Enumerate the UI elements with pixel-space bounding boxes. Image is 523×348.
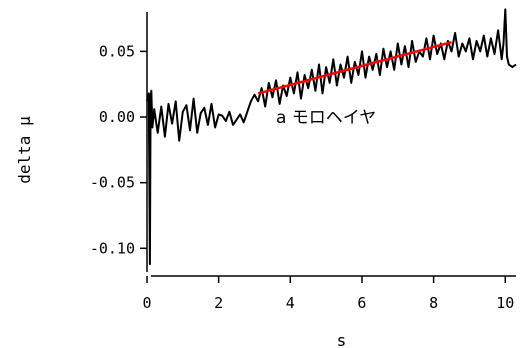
annotation-label: a モロヘイヤ	[276, 108, 376, 128]
y-tick-label: -0.05	[90, 174, 135, 192]
axes	[140, 12, 516, 283]
y-tick-label: 0.05	[99, 42, 135, 60]
series-line-fit	[257, 40, 452, 95]
series-layer	[146, 8, 517, 266]
y-tick-label: 0.00	[99, 108, 135, 126]
x-tick-label: 8	[429, 294, 438, 312]
y-tick-label: -0.10	[90, 239, 135, 257]
labels: -0.10 -0.05 0.00 0.05 0 2 4 6 8 10 s delta μ a モロヘイヤ	[15, 42, 514, 348]
y-axis-title: delta μ	[15, 116, 34, 184]
x-tick-label: 0	[142, 294, 151, 312]
x-tick-label: 2	[214, 294, 223, 312]
x-tick-label: 4	[286, 294, 295, 312]
x-tick-label: 10	[496, 294, 514, 312]
series-line-data	[146, 8, 517, 266]
x-tick-label: 6	[357, 294, 366, 312]
x-axis-title: s	[337, 331, 347, 348]
